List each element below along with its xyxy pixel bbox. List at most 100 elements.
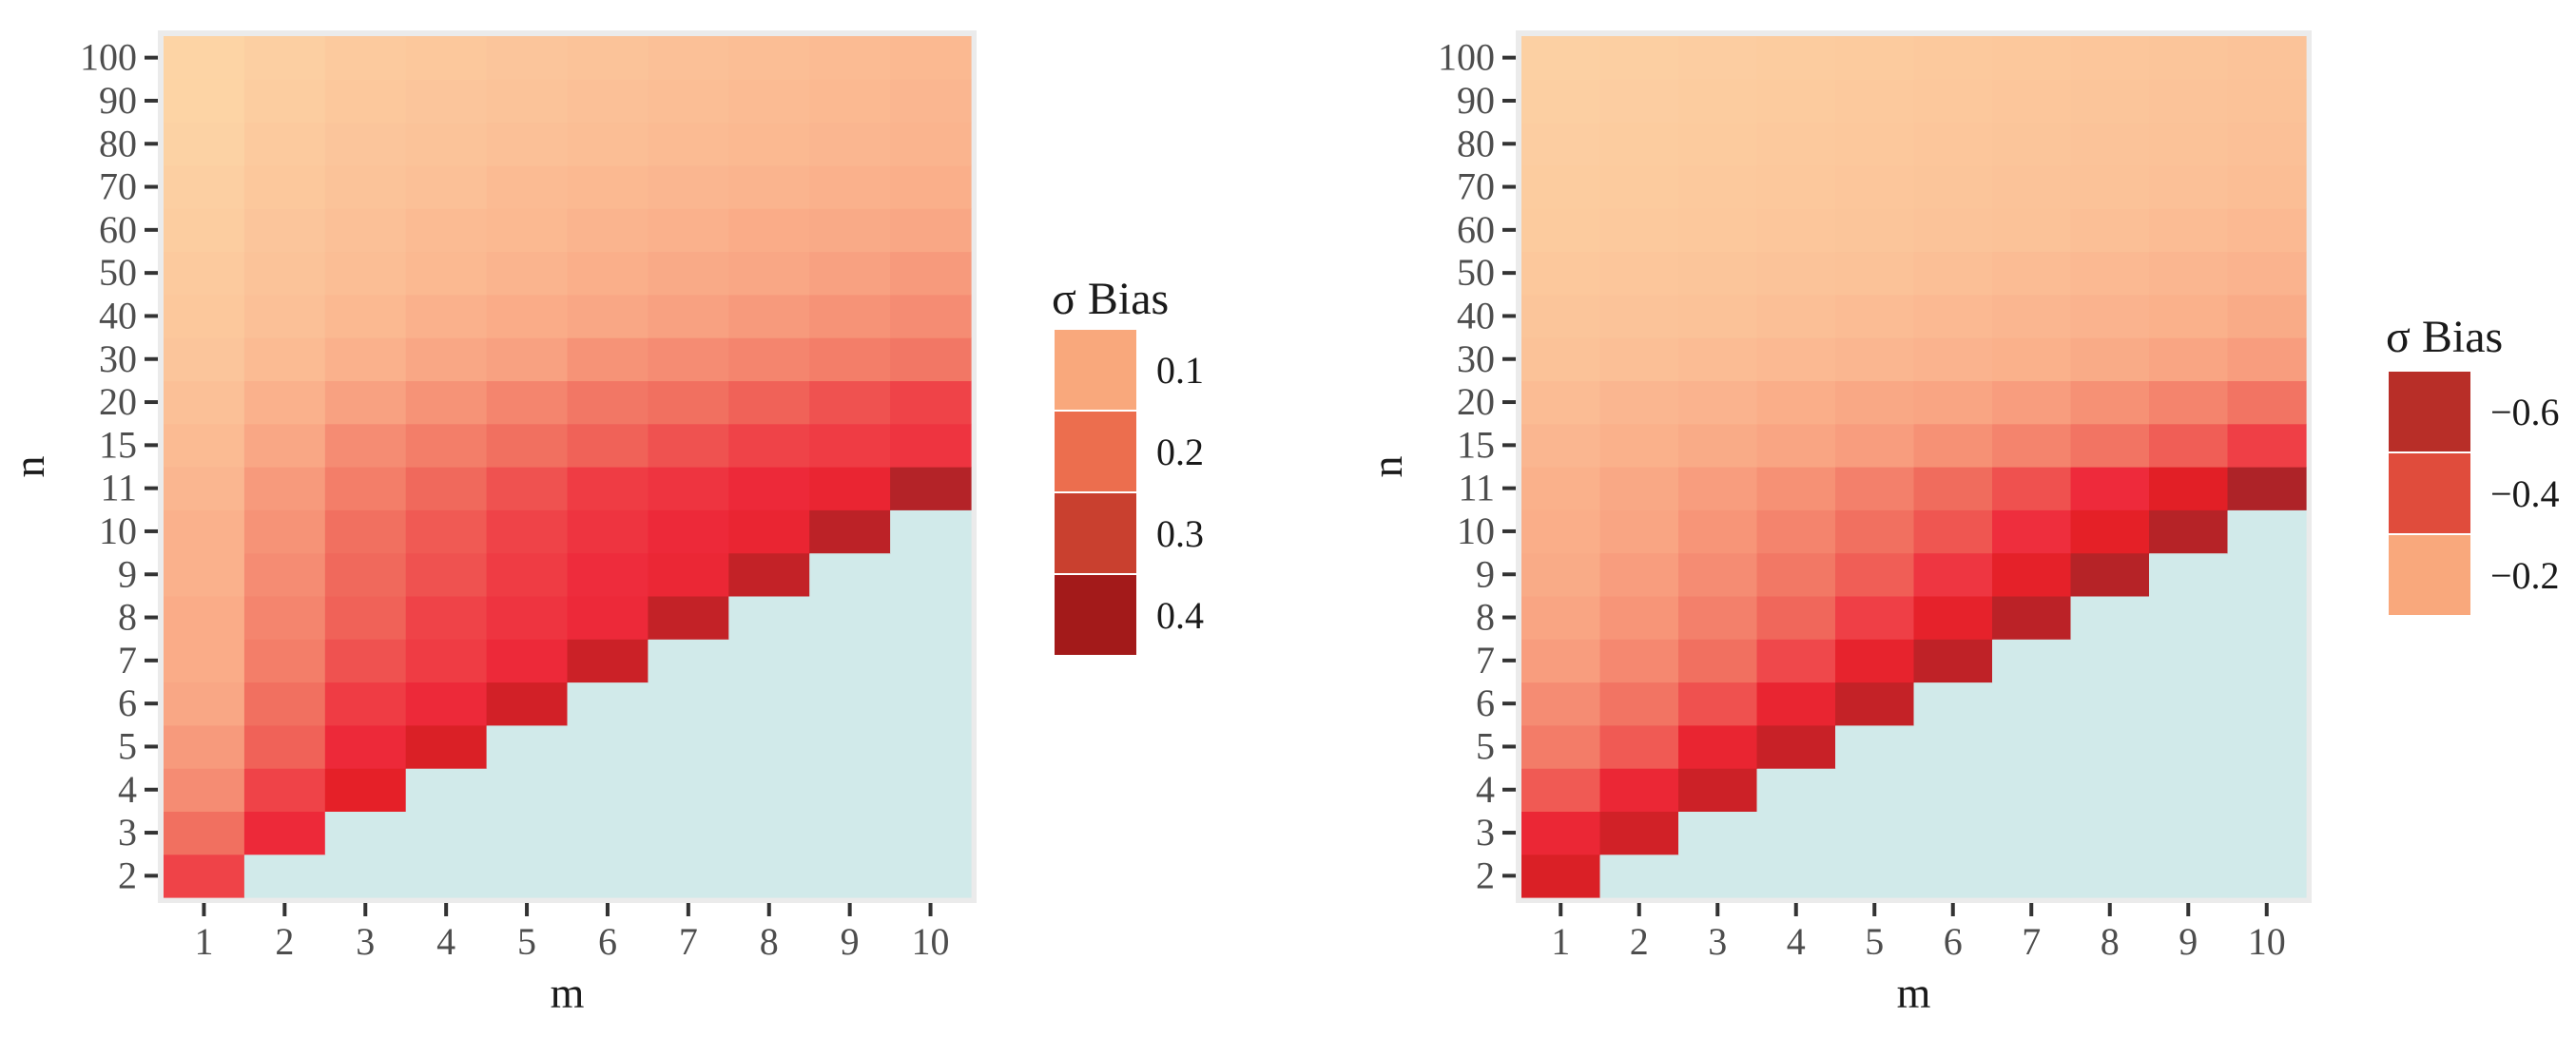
heatmap-cell bbox=[324, 423, 407, 468]
heatmap-cell bbox=[164, 467, 245, 510]
heatmap-cell bbox=[1678, 36, 1758, 80]
heatmap-cell bbox=[486, 208, 569, 253]
heatmap-cell bbox=[486, 79, 569, 124]
legend-key bbox=[1053, 573, 1138, 657]
y-tick-label: 11 bbox=[1458, 467, 1495, 509]
heatmap-cell bbox=[1521, 337, 1601, 381]
legend: σ Bias −0.6 −0.4 −0.2 bbox=[2386, 312, 2560, 617]
heatmap-cell-empty bbox=[2070, 768, 2150, 812]
heatmap-cell bbox=[1992, 423, 2072, 468]
heatmap-cell bbox=[2149, 164, 2229, 209]
heatmap-cell-empty bbox=[2227, 509, 2307, 554]
heatmap-cell-empty bbox=[1913, 724, 1993, 769]
heatmap-cell-empty bbox=[2070, 682, 2150, 726]
x-axis-title: m bbox=[551, 969, 585, 1017]
heatmap-cell-empty bbox=[1756, 854, 1836, 898]
legend-title: σ Bias bbox=[1052, 274, 1169, 324]
heatmap-cell bbox=[809, 380, 891, 425]
heatmap-cell-empty bbox=[2227, 639, 2307, 683]
heatmap-cell bbox=[1992, 36, 2072, 80]
y-tick-label: 5 bbox=[1476, 724, 1495, 767]
heatmap-cell bbox=[1756, 337, 1836, 381]
heatmap-cell-empty bbox=[890, 595, 972, 640]
heatmap-cell bbox=[1913, 595, 1993, 640]
heatmap-cell bbox=[2227, 294, 2307, 338]
heatmap-cell bbox=[567, 423, 649, 468]
heatmap-cell-empty bbox=[890, 509, 972, 554]
heatmap-cell bbox=[728, 509, 810, 554]
heatmap-cell bbox=[1913, 79, 1993, 124]
heatmap-cell bbox=[2070, 337, 2150, 381]
heatmap-cell bbox=[1992, 122, 2072, 166]
heatmap-cell-empty bbox=[809, 854, 891, 898]
heatmap-cell bbox=[1678, 509, 1758, 554]
x-tick-label: 5 bbox=[517, 920, 536, 963]
heatmap-cell bbox=[486, 251, 569, 296]
y-tick-label: 20 bbox=[99, 380, 137, 423]
heatmap-cell bbox=[243, 380, 326, 425]
heatmap-cell bbox=[1678, 122, 1758, 166]
heatmap-cell-empty bbox=[2227, 682, 2307, 726]
heatmap-cell bbox=[1521, 380, 1601, 425]
heatmap-cell bbox=[1756, 79, 1836, 124]
heatmap-cell bbox=[1521, 122, 1601, 166]
heatmap-cell bbox=[1992, 509, 2072, 554]
heatmap-cell bbox=[243, 509, 326, 554]
heatmap-cell-empty bbox=[2070, 811, 2150, 855]
heatmap-cell bbox=[1599, 122, 1679, 166]
heatmap-cell-empty bbox=[567, 682, 649, 726]
heatmap-cell bbox=[1756, 380, 1836, 425]
heatmap-cell-empty bbox=[2149, 768, 2229, 812]
heatmap-cell bbox=[1835, 79, 1915, 124]
heatmap-cell bbox=[1913, 122, 1993, 166]
heatmap-cell bbox=[1599, 682, 1679, 726]
heatmap-cell-empty bbox=[890, 639, 972, 683]
heatmap-cell bbox=[486, 36, 569, 80]
heatmap-cell bbox=[648, 79, 729, 124]
heatmap-cell bbox=[405, 595, 488, 640]
x-tick-label: 7 bbox=[2022, 920, 2041, 963]
y-tick-label: 40 bbox=[99, 294, 137, 336]
heatmap-cell bbox=[567, 595, 649, 640]
heatmap-cell bbox=[243, 251, 326, 296]
heatmap-cell bbox=[2070, 208, 2150, 253]
heatmap-cell bbox=[243, 337, 326, 381]
heatmap-cell bbox=[1599, 36, 1679, 80]
heatmap-cell bbox=[243, 552, 326, 597]
heatmap-cell bbox=[809, 251, 891, 296]
heatmap-cell-empty bbox=[405, 854, 488, 898]
y-tick-label: 6 bbox=[118, 682, 137, 724]
heatmap-cell-empty bbox=[1992, 682, 2072, 726]
y-tick-label: 70 bbox=[99, 165, 137, 208]
heatmap-cell bbox=[567, 36, 649, 80]
heatmap-cell bbox=[486, 595, 569, 640]
heatmap-cell bbox=[809, 36, 891, 80]
heatmap-cell bbox=[1835, 509, 1915, 554]
heatmap-cell bbox=[567, 122, 649, 166]
heatmap-cell bbox=[1521, 854, 1601, 898]
heatmap-cell-empty bbox=[648, 811, 729, 855]
heatmap-cell bbox=[324, 380, 407, 425]
heatmap-cell bbox=[1835, 595, 1915, 640]
heatmap-cell bbox=[890, 467, 972, 510]
x-tick-label: 3 bbox=[1708, 920, 1727, 963]
heatmap-cell bbox=[2070, 423, 2150, 468]
y-tick-label: 2 bbox=[118, 854, 137, 896]
heatmap-cell bbox=[1599, 595, 1679, 640]
heatmap-cell-empty bbox=[1756, 768, 1836, 812]
heatmap-cell bbox=[164, 337, 245, 381]
heatmap-cell bbox=[648, 337, 729, 381]
heatmap-cell bbox=[324, 724, 407, 769]
heatmap-cell bbox=[1835, 122, 1915, 166]
heatmap-cell bbox=[243, 724, 326, 769]
heatmap-cell-empty bbox=[2227, 595, 2307, 640]
heatmap-cell bbox=[648, 423, 729, 468]
heatmap-cell bbox=[809, 294, 891, 338]
heatmap-cell bbox=[164, 423, 245, 468]
heatmap-right: 1 2 3 4 5 6 7 8 9 1023456789101115203040506070809… bbox=[1363, 30, 2560, 1017]
x-tick-label: 4 bbox=[436, 920, 455, 963]
heatmap-cell bbox=[728, 251, 810, 296]
heatmap-cell bbox=[486, 294, 569, 338]
heatmap-cell-empty bbox=[1992, 811, 2072, 855]
heatmap-cell bbox=[2070, 251, 2150, 296]
